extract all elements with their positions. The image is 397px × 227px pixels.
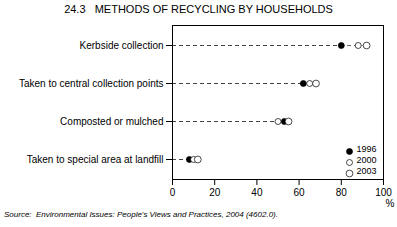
svg-text:0: 0 (170, 187, 176, 198)
svg-text:1996: 1996 (357, 144, 377, 154)
svg-text:80: 80 (336, 187, 348, 198)
svg-text:100: 100 (375, 187, 392, 198)
svg-text:2000: 2000 (357, 155, 377, 165)
svg-text:Taken to special area at landf: Taken to special area at landfill (27, 154, 164, 165)
svg-text:Kerbside collection: Kerbside collection (80, 40, 164, 51)
svg-text:2003: 2003 (357, 166, 377, 176)
html-text:24.3 METHODS OF RECYCLING BY H: 24.3 METHODS OF RECYCLING BY HOUSEHOLDS (64, 3, 333, 15)
html-text:Source: Environmental Issues:: Source: Environmental Issues: People's V… (4, 210, 278, 219)
svg-text:%: % (386, 198, 395, 209)
svg-text:Composted or mulched: Composted or mulched (60, 116, 163, 127)
svg-text:Taken to central collection po: Taken to central collection points (19, 78, 164, 89)
svg-text:40: 40 (251, 187, 263, 198)
svg-text:20: 20 (209, 187, 221, 198)
svg-text:60: 60 (294, 187, 306, 198)
